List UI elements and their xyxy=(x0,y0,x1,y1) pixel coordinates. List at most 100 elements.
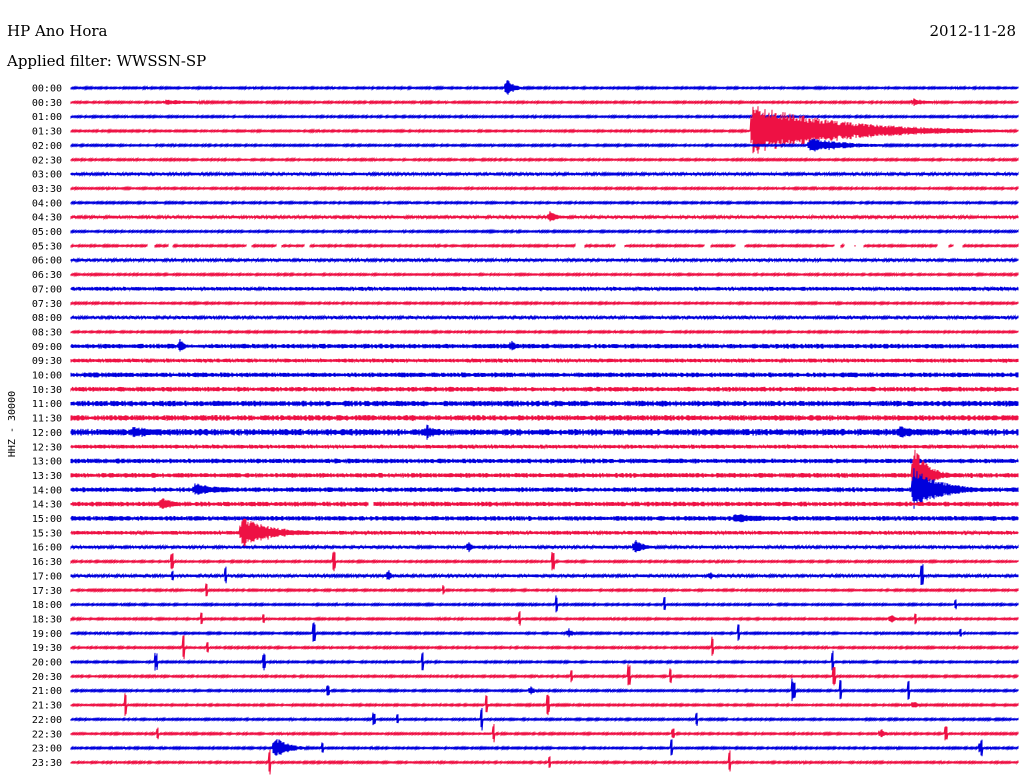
row-label: 11:00 xyxy=(32,399,62,410)
row-label: 16:30 xyxy=(32,557,62,568)
trace-row xyxy=(70,443,1019,450)
trace-row xyxy=(70,113,1019,120)
row-label: 20:30 xyxy=(32,672,62,683)
date-label: 2012-11-28 xyxy=(929,22,1016,40)
station-title: HP Ano Hora xyxy=(7,22,108,40)
filter-label: Applied filter: WWSSN-SP xyxy=(7,52,207,70)
row-label: 09:30 xyxy=(32,356,62,367)
row-label: 13:30 xyxy=(32,471,62,482)
row-label: 04:30 xyxy=(32,213,62,224)
trace-row xyxy=(70,498,1019,509)
row-label: 17:00 xyxy=(32,571,62,582)
trace-row xyxy=(70,400,1019,407)
trace-row xyxy=(70,106,1019,154)
row-label: 10:00 xyxy=(32,371,62,382)
row-label: 02:00 xyxy=(32,141,62,152)
trace-row xyxy=(70,156,1019,163)
trace-row xyxy=(70,228,1019,235)
trace-row xyxy=(70,314,1019,321)
row-label: 23:00 xyxy=(32,744,62,755)
trace-row xyxy=(70,80,1019,95)
trace-row xyxy=(70,595,1019,613)
row-label: 22:30 xyxy=(32,729,62,740)
row-label: 16:00 xyxy=(32,543,62,554)
row-label: 08:00 xyxy=(32,313,62,324)
trace-row xyxy=(70,170,1019,178)
row-label: 23:30 xyxy=(32,758,62,769)
row-label: 07:30 xyxy=(32,299,62,310)
trace-row xyxy=(70,650,1019,672)
row-label: 00:30 xyxy=(32,98,62,109)
row-label: 19:00 xyxy=(32,629,62,640)
row-label: 11:30 xyxy=(32,414,62,425)
trace-row xyxy=(70,300,1019,307)
row-label: 14:00 xyxy=(32,485,62,496)
row-label: 19:30 xyxy=(32,643,62,654)
row-label: 03:30 xyxy=(32,184,62,195)
trace-row xyxy=(70,611,1019,626)
row-label: 12:30 xyxy=(32,442,62,453)
trace-row xyxy=(70,622,1019,642)
trace-row xyxy=(70,386,1019,393)
trace-row xyxy=(70,256,1019,264)
row-label: 15:00 xyxy=(32,514,62,525)
trace-row xyxy=(70,723,1019,743)
y-axis-label: HHZ - 30000 xyxy=(7,391,18,457)
row-label: 22:00 xyxy=(32,715,62,726)
row-label: 21:00 xyxy=(32,686,62,697)
trace-row xyxy=(70,285,1019,292)
trace-row xyxy=(70,635,1019,660)
row-label: 18:00 xyxy=(32,600,62,611)
trace-row xyxy=(70,199,1019,206)
row-label: 09:00 xyxy=(32,342,62,353)
row-label: 06:30 xyxy=(32,270,62,281)
row-label: 17:30 xyxy=(32,586,62,597)
trace-row xyxy=(70,749,1019,775)
row-label: 12:00 xyxy=(32,428,62,439)
row-label: 18:30 xyxy=(32,614,62,625)
trace-row xyxy=(70,211,1019,222)
trace-row xyxy=(70,449,1019,499)
trace-row xyxy=(70,138,1019,152)
row-label: 02:30 xyxy=(32,155,62,166)
trace-row xyxy=(70,583,1019,597)
trace-row xyxy=(70,271,1019,278)
row-label: 03:00 xyxy=(32,170,62,181)
trace-row xyxy=(70,371,1019,378)
row-label: 01:00 xyxy=(32,112,62,123)
row-label: 05:00 xyxy=(32,227,62,238)
row-label: 15:30 xyxy=(32,528,62,539)
trace-row xyxy=(70,739,1019,757)
traces xyxy=(70,80,1019,775)
row-label: 08:30 xyxy=(32,327,62,338)
trace-row xyxy=(70,242,1019,249)
trace-row xyxy=(70,693,1019,716)
trace-row xyxy=(70,329,1019,335)
row-label: 20:00 xyxy=(32,658,62,669)
row-label: 10:30 xyxy=(32,385,62,396)
row-label: 01:30 xyxy=(32,127,62,138)
row-label: 05:30 xyxy=(32,241,62,252)
trace-row xyxy=(70,707,1019,731)
trace-row xyxy=(70,98,1019,106)
row-label: 04:00 xyxy=(32,198,62,209)
trace-row xyxy=(70,357,1019,364)
trace-row xyxy=(70,664,1019,686)
row-labels: 00:00 00:30 01:00 01:30 02:00 02:30 03:00 03:30… xyxy=(32,84,62,769)
trace-row xyxy=(70,540,1019,553)
row-label: 07:00 xyxy=(32,284,62,295)
trace-row xyxy=(70,424,1019,440)
row-label: 21:30 xyxy=(32,701,62,712)
row-label: 13:00 xyxy=(32,457,62,468)
trace-row xyxy=(70,678,1019,702)
trace-row xyxy=(70,518,1019,547)
trace-row xyxy=(70,414,1019,422)
trace-row xyxy=(70,551,1019,572)
trace-row xyxy=(70,338,1019,352)
trace-row xyxy=(70,185,1019,192)
row-label: 14:30 xyxy=(32,500,62,511)
row-label: 00:00 xyxy=(32,84,62,95)
trace-row xyxy=(70,458,1019,464)
row-label: 06:00 xyxy=(32,256,62,267)
